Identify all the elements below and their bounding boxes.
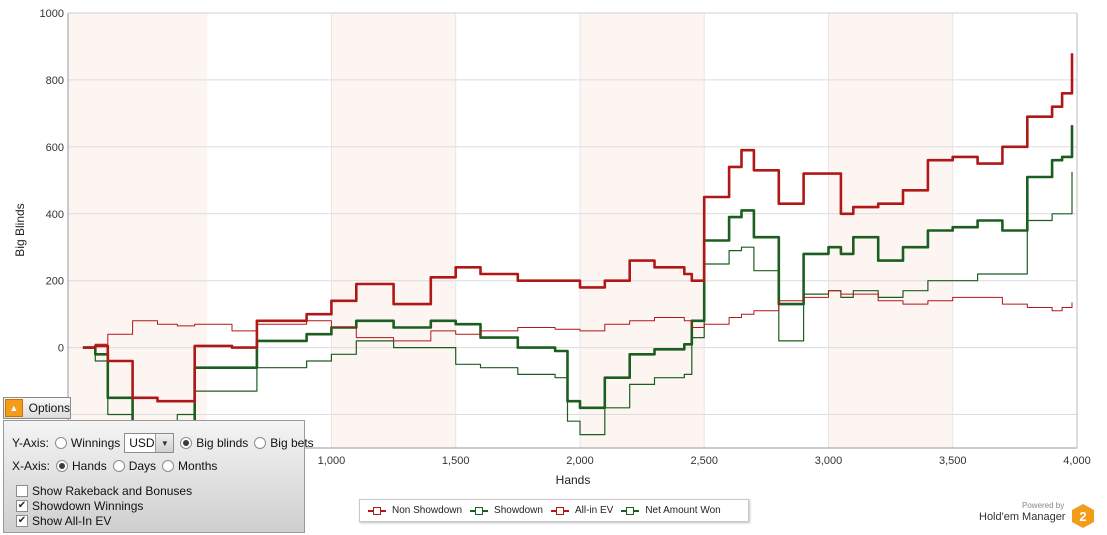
plot-band <box>207 13 332 448</box>
series-line-all-in-ev <box>82 290 1073 349</box>
x-hands-label[interactable]: Hands <box>72 459 107 473</box>
y-axis-row: Y-Axis: Winnings USD ▼ Big blinds Big be… <box>12 433 314 453</box>
plot-background <box>68 13 1077 448</box>
x-tick-label: 3,000 <box>815 455 843 467</box>
x-tick-label: 2,000 <box>566 455 594 467</box>
showdown-winnings-checkbox[interactable]: ✔ <box>16 500 28 512</box>
legend-item-non-showdown[interactable]: Non Showdown <box>368 505 462 516</box>
y-big-bets-radio[interactable] <box>254 437 267 449</box>
series-line-non-showdown <box>82 53 1074 403</box>
x-tick-label: 1,000 <box>318 455 346 467</box>
y-axis-title: Big Blinds <box>13 203 27 256</box>
legend-label: All-in EV <box>574 505 614 516</box>
plot-band <box>455 13 580 448</box>
x-tick-label: 4,000 <box>1063 455 1091 467</box>
plot-band <box>68 13 208 448</box>
plot-band <box>331 13 456 448</box>
y-winnings-radio[interactable] <box>54 437 67 449</box>
chart-legend: Non Showdown Showdown All-in EV Net Amou… <box>359 499 749 522</box>
options-panel: Y-Axis: Winnings USD ▼ Big blinds Big be… <box>3 420 314 533</box>
x-months-label[interactable]: Months <box>178 459 218 473</box>
x-axis-label: X-Axis: <box>12 459 51 473</box>
y-tick-label: 400 <box>46 209 64 221</box>
series-line-net-amount-won <box>82 125 1074 440</box>
currency-select[interactable]: USD ▼ <box>124 433 175 453</box>
currency-value: USD <box>129 436 155 450</box>
showdown-winnings-row[interactable]: ✔ Showdown Winnings <box>16 499 143 513</box>
legend-swatch <box>621 506 640 515</box>
y-tick-label: 200 <box>46 276 64 288</box>
x-hands-radio[interactable] <box>56 460 69 472</box>
legend-label: Net Amount Won <box>645 505 721 516</box>
show-rakeback-row[interactable]: Show Rakeback and Bonuses <box>16 484 192 498</box>
legend-label: Non Showdown <box>392 505 463 516</box>
show-rakeback-checkbox[interactable] <box>16 485 28 497</box>
legend-swatch <box>550 506 569 515</box>
plot-band <box>579 13 705 448</box>
x-days-radio[interactable] <box>112 460 125 472</box>
x-tick-label: 3,500 <box>939 455 967 467</box>
y-big-blinds-label[interactable]: Big blinds <box>196 436 249 450</box>
legend-label: Showdown <box>494 505 543 516</box>
plot-band <box>704 13 829 448</box>
options-toggle-button[interactable]: ▲ Options <box>3 397 71 419</box>
legend-item-net-amount-won[interactable]: Net Amount Won <box>621 505 721 516</box>
y-winnings-label[interactable]: Winnings <box>70 436 121 450</box>
powered-by-text: Powered by <box>1022 501 1065 510</box>
legend-item-showdown[interactable]: Showdown <box>470 505 543 516</box>
y-tick-label: 800 <box>46 75 64 87</box>
x-axis-row: X-Axis: Hands Days Months <box>12 459 217 473</box>
y-tick-label: 0 <box>58 343 64 355</box>
y-tick-label: 1000 <box>40 8 64 20</box>
legend-item-allin-ev[interactable]: All-in EV <box>550 505 614 516</box>
show-allin-ev-label[interactable]: Show All-In EV <box>32 514 112 528</box>
y-axis-label: Y-Axis: <box>12 436 49 450</box>
y-tick-label: 600 <box>46 142 64 154</box>
hem2-logo-icon: 2 <box>1072 504 1094 528</box>
x-tick-label: 1,500 <box>442 455 470 467</box>
y-big-blinds-radio[interactable] <box>180 437 193 449</box>
showdown-winnings-label[interactable]: Showdown Winnings <box>32 499 144 513</box>
collapse-arrow-icon: ▲ <box>5 399 23 417</box>
x-days-label[interactable]: Days <box>128 459 157 473</box>
x-axis-title: Hands <box>556 473 591 487</box>
series-line-showdown <box>82 171 1073 442</box>
x-tick-label: 2,500 <box>690 455 718 467</box>
product-name: Hold'em Manager <box>979 511 1066 523</box>
y-big-bets-label[interactable]: Big bets <box>270 436 314 450</box>
show-allin-ev-row[interactable]: ✔ Show All-In EV <box>16 514 111 528</box>
show-allin-ev-checkbox[interactable]: ✔ <box>16 515 28 527</box>
dropdown-arrow-icon[interactable]: ▼ <box>155 434 174 452</box>
options-label: Options <box>28 401 70 415</box>
series-layer <box>82 53 1074 442</box>
legend-swatch <box>368 506 386 515</box>
x-months-radio[interactable] <box>162 460 175 472</box>
legend-swatch <box>470 506 489 515</box>
show-rakeback-label[interactable]: Show Rakeback and Bonuses <box>32 484 193 498</box>
